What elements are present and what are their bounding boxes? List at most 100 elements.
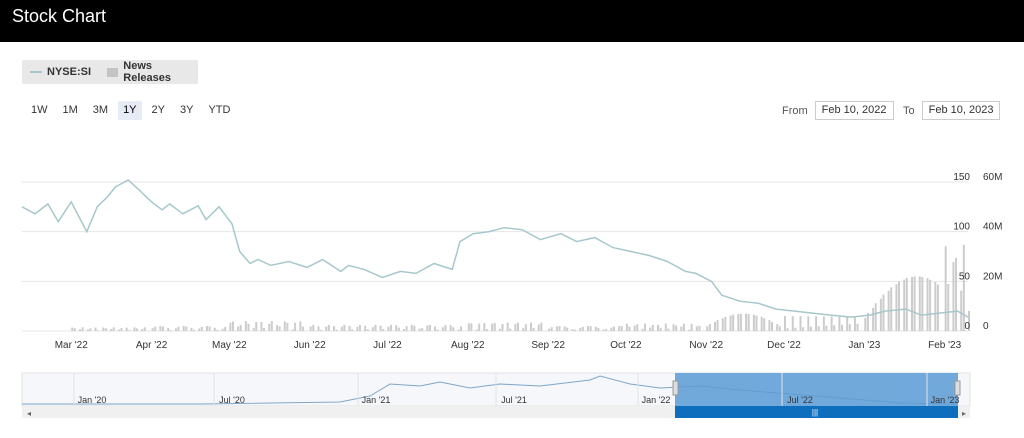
volume-tick-label: 20M bbox=[983, 271, 1002, 282]
volume-bar bbox=[216, 329, 219, 331]
volume-bar bbox=[636, 324, 639, 331]
volume-bar bbox=[260, 321, 263, 331]
volume-bar bbox=[231, 321, 234, 331]
navigator: Jan '20 Jul '20 Jan '21 Jul '21 Jan '22 Jul '… bbox=[21, 372, 971, 418]
volume-bar bbox=[198, 328, 201, 331]
range-button-1y[interactable]: 1Y bbox=[118, 101, 142, 120]
volume-bar bbox=[898, 281, 901, 331]
volume-bar bbox=[846, 316, 849, 331]
volume-bar bbox=[739, 313, 742, 331]
range-button-1m[interactable]: 1M bbox=[62, 104, 78, 116]
range-selector: 1W 1M 3M 1Y 2Y 3Y YTD bbox=[26, 101, 240, 120]
volume-bar bbox=[255, 321, 258, 331]
range-button-ytd[interactable]: YTD bbox=[208, 104, 231, 116]
volume-bar bbox=[89, 328, 92, 331]
volume-bar bbox=[467, 323, 470, 331]
volume-bar bbox=[117, 329, 120, 331]
volume-bar bbox=[94, 327, 97, 331]
volume-bar bbox=[382, 329, 385, 331]
volume-bar bbox=[428, 324, 431, 331]
volume-bar bbox=[698, 325, 701, 331]
volume-bar bbox=[491, 323, 494, 331]
volume-bar bbox=[747, 313, 750, 331]
volume-bar bbox=[729, 315, 732, 331]
volume-bar bbox=[224, 326, 227, 331]
volume-bar bbox=[169, 330, 172, 331]
volume-bar bbox=[483, 323, 486, 331]
volume-bar bbox=[418, 328, 421, 331]
volume-bar bbox=[887, 290, 890, 331]
volume-bar bbox=[610, 327, 613, 331]
volume-bar bbox=[413, 325, 416, 331]
scroll-right-icon[interactable]: ▸ bbox=[962, 409, 966, 418]
volume-bar bbox=[929, 279, 932, 331]
volume-bar bbox=[159, 326, 162, 331]
volume-bar bbox=[309, 326, 312, 331]
volume-bar bbox=[708, 324, 711, 331]
volume-bar bbox=[913, 276, 916, 331]
volume-bar bbox=[185, 326, 188, 331]
volume-bar bbox=[356, 326, 359, 331]
grip-icon: ||| bbox=[812, 408, 818, 417]
legend-item-news[interactable]: News Releases bbox=[99, 60, 198, 84]
volume-bar bbox=[872, 307, 875, 331]
volume-bar bbox=[320, 329, 323, 331]
volume-bar bbox=[672, 324, 675, 331]
volume-bar bbox=[529, 322, 532, 331]
volume-bar bbox=[478, 323, 481, 331]
volume-bar bbox=[97, 330, 100, 331]
volume-bar bbox=[921, 277, 924, 331]
volume-bar bbox=[724, 316, 727, 331]
volume-bar bbox=[799, 316, 802, 331]
volume-bar bbox=[154, 326, 157, 331]
volume-bar bbox=[444, 325, 447, 331]
volume-bar bbox=[509, 328, 512, 331]
volume-bar bbox=[110, 329, 113, 331]
volume-bar bbox=[167, 328, 170, 331]
volume-bar bbox=[745, 313, 748, 331]
price-axis-labels: 0 50 100 150 bbox=[953, 172, 970, 332]
scroll-left-icon[interactable]: ◂ bbox=[27, 409, 31, 418]
volume-bar bbox=[343, 324, 346, 331]
volume-bar bbox=[633, 325, 636, 331]
navigator-scrollbar[interactable] bbox=[22, 406, 970, 418]
x-tick-label: Jul '22 bbox=[373, 340, 402, 351]
volume-bar bbox=[755, 315, 758, 331]
volume-bar bbox=[128, 330, 131, 331]
volume-bar bbox=[133, 327, 136, 331]
volume-bar bbox=[493, 322, 496, 331]
volume-bar bbox=[675, 325, 678, 331]
volume-bar bbox=[716, 320, 719, 331]
range-button-3y[interactable]: 3Y bbox=[180, 104, 194, 116]
volume-bar bbox=[874, 303, 877, 331]
volume-bar bbox=[125, 327, 128, 331]
volume-bar bbox=[426, 325, 429, 331]
price-tick-label: 50 bbox=[959, 271, 971, 282]
volume-bar bbox=[498, 328, 501, 331]
navigator-right-handle[interactable] bbox=[954, 380, 961, 396]
x-tick-label: Sep '22 bbox=[531, 340, 565, 351]
legend-item-series[interactable]: NYSE:SI bbox=[30, 66, 91, 78]
volume-bar bbox=[102, 327, 105, 331]
volume-bar bbox=[208, 326, 211, 331]
volume-bar bbox=[618, 326, 621, 331]
volume-bar bbox=[882, 294, 885, 331]
volume-bar bbox=[283, 321, 286, 331]
volume-bar bbox=[485, 329, 488, 331]
navigator-left-handle[interactable] bbox=[672, 380, 679, 396]
range-button-2y[interactable]: 2Y bbox=[151, 104, 165, 116]
volume-bar bbox=[625, 323, 628, 331]
navigator-selection[interactable] bbox=[675, 373, 958, 406]
x-tick-label: Apr '22 bbox=[136, 340, 168, 351]
to-date-input[interactable]: Feb 10, 2023 bbox=[921, 101, 1001, 120]
range-button-3m[interactable]: 3M bbox=[92, 104, 109, 116]
volume-bar bbox=[506, 322, 509, 331]
chart-grid bbox=[22, 181, 968, 332]
range-button-1w[interactable]: 1W bbox=[31, 104, 48, 116]
volume-bar bbox=[395, 325, 398, 331]
volume-bar bbox=[934, 281, 937, 331]
from-date-input[interactable]: Feb 10, 2022 bbox=[814, 101, 894, 120]
navigator-scrollbar-thumb[interactable] bbox=[675, 406, 958, 418]
volume-bar bbox=[903, 279, 906, 331]
volume-bar bbox=[112, 327, 115, 331]
